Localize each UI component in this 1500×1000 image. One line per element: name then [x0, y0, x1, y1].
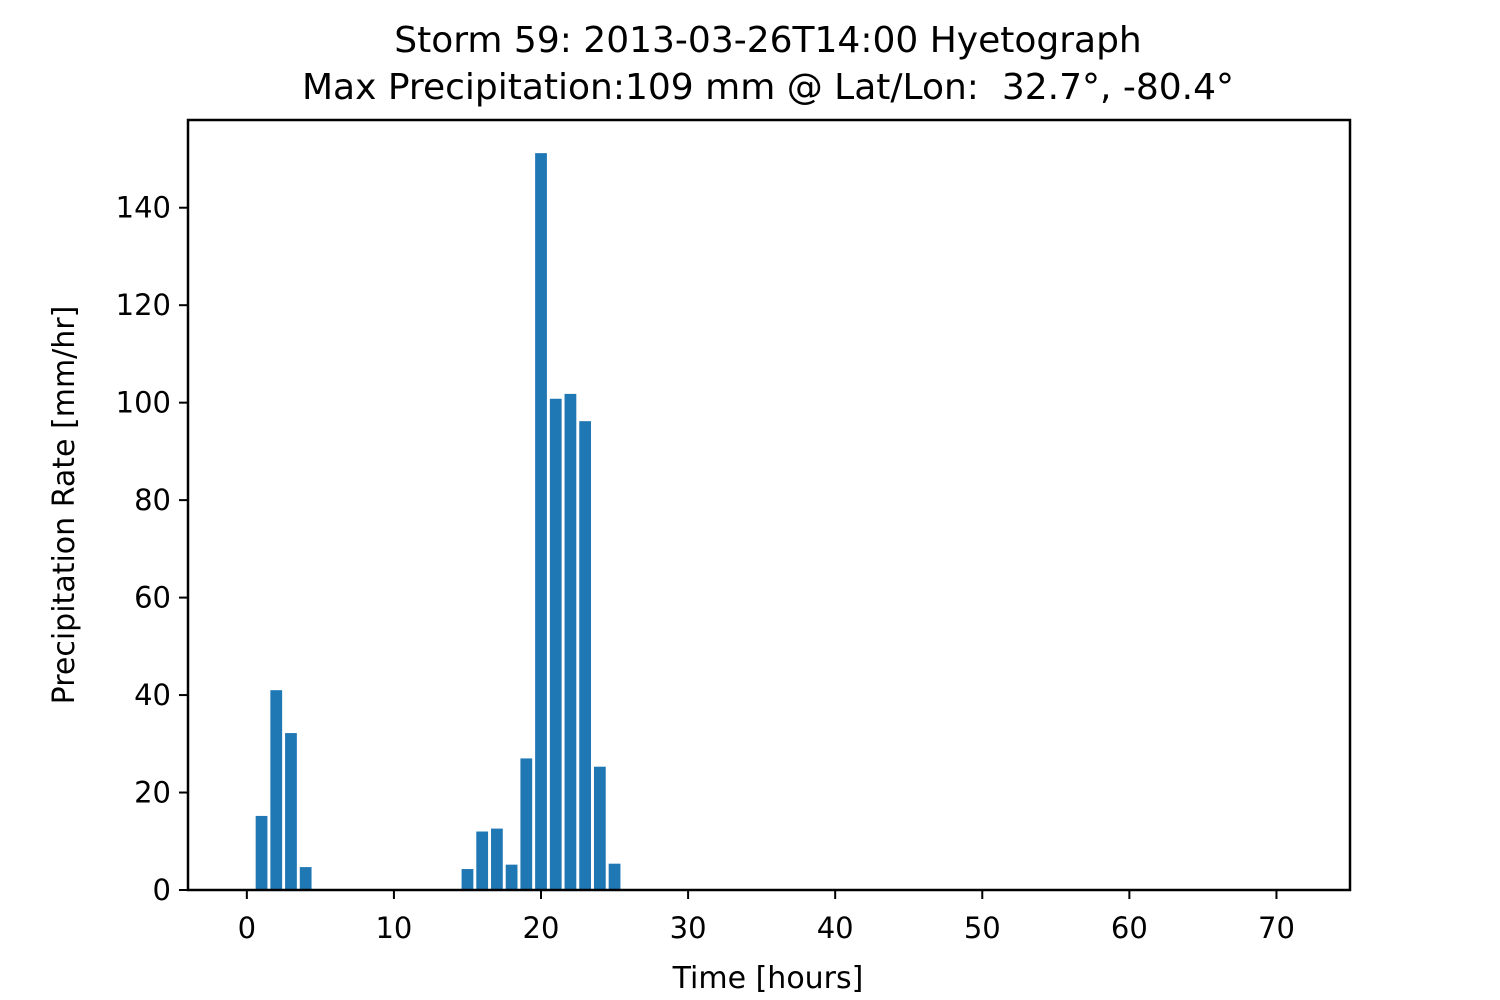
chart-subtitle: Max Precipitation:109 mm @ Lat/Lon: 32.7…: [302, 67, 1234, 108]
bar-hour-2: [270, 690, 283, 890]
y-tick-label: 100: [116, 386, 171, 420]
x-tick-label: 40: [817, 911, 854, 945]
x-tick-label: 20: [523, 911, 560, 945]
bar-hour-22: [564, 393, 577, 890]
y-axis-label: Precipitation Rate [mm/hr]: [47, 306, 82, 705]
y-tick-label: 140: [116, 191, 171, 225]
bar-hour-18: [505, 864, 518, 890]
bar-hour-21: [549, 398, 562, 890]
bar-hour-23: [579, 421, 592, 890]
y-tick-label: 120: [116, 288, 171, 322]
bar-hour-15: [461, 869, 474, 890]
bar-hour-20: [535, 153, 547, 891]
bar-hour-3: [285, 733, 297, 890]
y-tick-label: 80: [134, 483, 171, 517]
bar-hour-25: [608, 863, 621, 890]
y-tick-label: 40: [134, 678, 171, 712]
plot-frame: [186, 118, 1352, 892]
bar-hour-17: [491, 828, 503, 890]
bar-hour-19: [520, 758, 533, 890]
x-tick-label: 60: [1111, 911, 1148, 945]
x-tick-label: 10: [375, 911, 412, 945]
bar-hour-16: [476, 831, 489, 890]
bar-hour-4: [299, 867, 312, 890]
bar-hour-24: [593, 766, 606, 890]
x-axis-ticks: 0 10 20 30 40 50 60 70: [238, 890, 1295, 945]
y-tick-label: 20: [134, 776, 171, 810]
x-tick-label: 70: [1258, 911, 1295, 945]
x-tick-label: 50: [964, 911, 1001, 945]
y-tick-label: 0: [153, 873, 171, 907]
x-axis-label: Time [hours]: [672, 961, 864, 996]
chart-title: Storm 59: 2013-03-26T14:00 Hyetograph: [394, 20, 1142, 61]
y-tick-label: 60: [134, 581, 171, 615]
bar-hour-1: [255, 815, 268, 890]
x-tick-label: 30: [670, 911, 707, 945]
y-axis-ticks: 0 20 40 60 80 100 120 140: [116, 191, 188, 907]
bars-layer: [255, 153, 621, 891]
x-tick-label: 0: [238, 911, 256, 945]
